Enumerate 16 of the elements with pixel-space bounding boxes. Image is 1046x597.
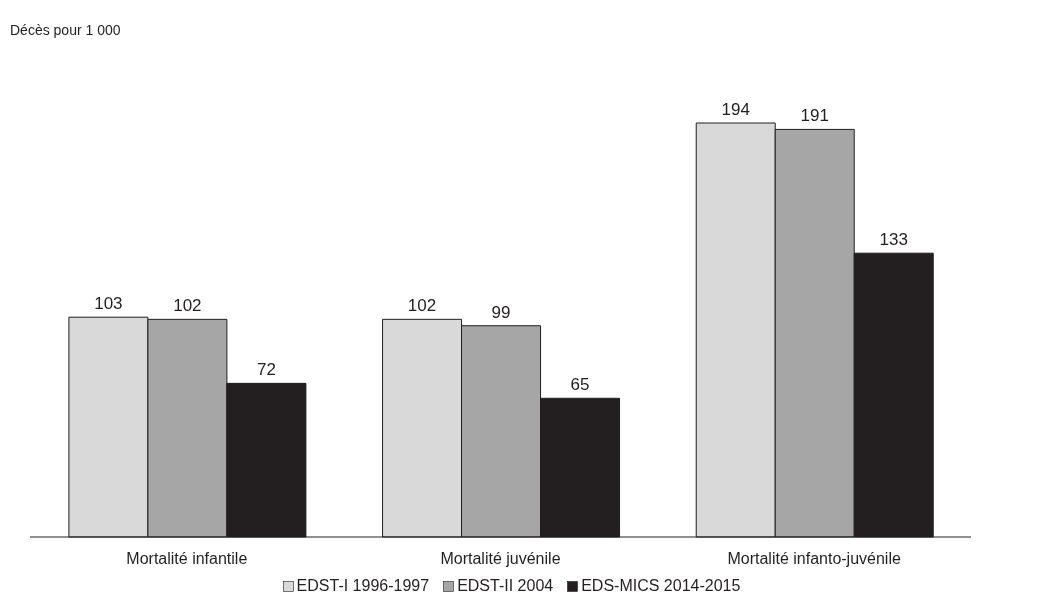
data-label: 194 bbox=[721, 100, 750, 119]
legend-label: EDS-MICS 2014-2015 bbox=[580, 577, 741, 595]
text: Décès pour 1 000 bbox=[10, 22, 121, 38]
legend-label: EDST-I 1996-1997 bbox=[295, 577, 430, 595]
legend-label: EDST-II 2004 bbox=[456, 577, 554, 595]
data-label: 191 bbox=[800, 106, 829, 126]
x-tick-label: Mortalité juvénile bbox=[440, 550, 561, 568]
data-label: 99 bbox=[491, 302, 511, 322]
x-tick-label: Mortalité infanto-juvénile bbox=[727, 550, 901, 568]
data-label: 102 bbox=[407, 296, 437, 316]
data-label: 133 bbox=[879, 230, 908, 250]
data-label: 72 bbox=[256, 360, 276, 380]
x-tick-label: Mortalité infantile bbox=[126, 550, 248, 568]
data-label: 102 bbox=[173, 296, 202, 316]
data-label: 65 bbox=[570, 375, 590, 395]
data-label: 103 bbox=[94, 294, 123, 314]
